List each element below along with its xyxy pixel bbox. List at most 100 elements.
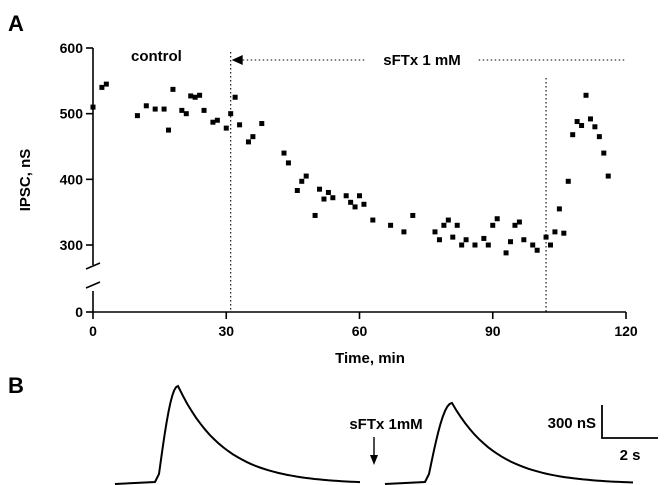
data-point (481, 235, 487, 241)
panel-b-label: B (8, 373, 24, 398)
data-point (561, 230, 567, 236)
data-point (441, 222, 447, 228)
x-tick-label: 120 (614, 323, 638, 339)
trace-before (114, 384, 361, 485)
scale-bar (601, 405, 658, 439)
data-point (605, 173, 611, 179)
data-point (183, 111, 189, 117)
data-point (192, 94, 198, 100)
data-point (303, 173, 309, 179)
data-point (237, 122, 243, 128)
x-tick-label: 60 (352, 323, 368, 339)
drug-label: sFTx 1 mM (383, 52, 461, 69)
data-point (188, 93, 194, 99)
chart-a: 0 300 400 500 600 0 30 60 90 120 Time, min IPSC,… (17, 40, 638, 367)
data-point (543, 234, 549, 240)
data-point (317, 186, 323, 192)
data-point (312, 212, 318, 218)
data-point (463, 237, 469, 243)
data-point (570, 132, 576, 138)
data-point (401, 229, 407, 235)
chart-b: sFTx 1mM 300 nS 2 s (114, 384, 658, 485)
data-point (223, 125, 229, 131)
data-point (596, 134, 602, 140)
drug-label-bg (366, 50, 478, 70)
data-point (343, 193, 349, 199)
data-point (250, 134, 256, 140)
data-point (152, 106, 158, 112)
data-point (232, 94, 238, 100)
x-axis-title: Time, min (335, 350, 405, 367)
axis-break-mark (85, 262, 101, 289)
data-point (565, 178, 571, 184)
data-point (530, 242, 536, 248)
data-point (450, 234, 456, 240)
x-tick-label: 30 (218, 323, 234, 339)
data-point (472, 242, 478, 248)
data-point (161, 106, 167, 112)
data-point (325, 189, 331, 195)
data-point (228, 111, 234, 117)
data-point (330, 195, 336, 201)
data-point (432, 229, 438, 235)
drug-arrow-b-head (370, 455, 378, 465)
data-point (134, 113, 140, 119)
data-point (485, 242, 491, 248)
y-tick-label: 600 (60, 40, 84, 56)
data-point (547, 242, 553, 248)
data-point (436, 237, 442, 243)
data-point (516, 219, 522, 225)
data-point (494, 216, 500, 222)
data-point (281, 150, 287, 156)
data-points (90, 81, 611, 256)
data-point (370, 217, 376, 223)
data-point (210, 119, 216, 125)
data-point (534, 247, 540, 253)
data-point (512, 222, 518, 228)
data-point (459, 242, 465, 248)
data-point (410, 212, 416, 218)
data-point (454, 222, 460, 228)
data-point (556, 206, 562, 212)
data-point (361, 201, 367, 207)
y-tick-label: 400 (60, 171, 84, 187)
trace-after (384, 401, 634, 485)
data-point (592, 124, 598, 130)
data-point (348, 199, 354, 205)
data-point (321, 196, 327, 202)
data-point (579, 122, 585, 128)
data-point (587, 116, 593, 122)
data-point (508, 239, 514, 245)
data-point (285, 160, 291, 166)
drug-arrow-head (231, 55, 243, 65)
data-point (294, 187, 300, 193)
data-point (352, 204, 358, 210)
y-tick-label: 500 (60, 106, 84, 122)
data-point (357, 193, 362, 199)
data-point (90, 104, 96, 110)
x-tick-label: 0 (89, 323, 97, 339)
data-point (99, 84, 105, 90)
data-point (245, 139, 251, 145)
data-point (103, 81, 109, 87)
data-point (552, 229, 558, 235)
data-point (170, 86, 176, 92)
control-label: control (131, 48, 182, 65)
data-point (166, 127, 172, 133)
x-ticks: 0 30 60 90 120 (89, 312, 638, 339)
data-point (388, 222, 394, 228)
scale-bar-x-label: 2 s (620, 447, 641, 464)
y-tick-label: 0 (75, 304, 83, 320)
data-point (299, 178, 305, 184)
scale-bar-y-label: 300 nS (548, 415, 596, 432)
data-point (214, 117, 220, 123)
data-point (201, 107, 207, 113)
data-point (601, 150, 607, 156)
data-point (259, 121, 265, 127)
data-point (574, 119, 580, 125)
panel-a-label: A (8, 11, 24, 36)
data-point (179, 107, 185, 113)
drug-label-b: sFTx 1mM (349, 416, 422, 433)
data-point (503, 250, 509, 256)
